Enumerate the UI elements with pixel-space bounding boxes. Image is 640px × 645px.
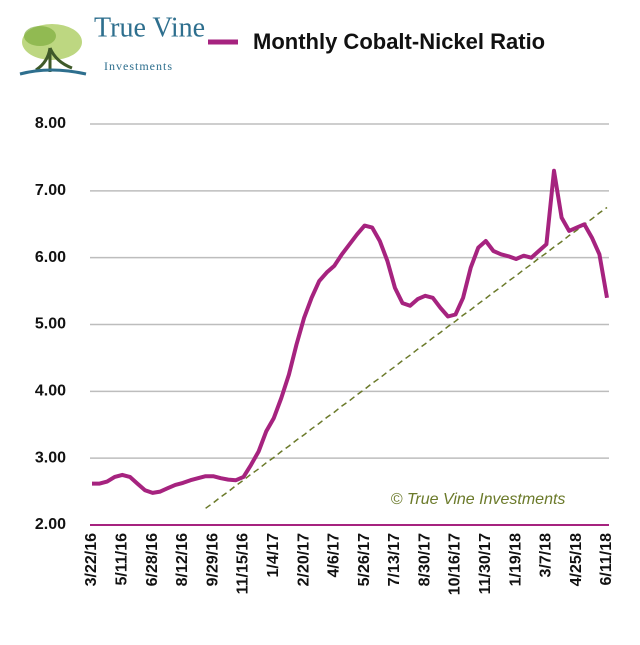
x-tick-label: 4/6/17 (326, 533, 343, 578)
y-tick-label: 2.00 (35, 516, 66, 533)
x-tick-label: 6/28/16 (144, 533, 161, 586)
x-tick-label: 3/22/16 (83, 533, 100, 586)
annotation: © True Vine Investments (391, 491, 566, 508)
trend-line (205, 206, 608, 509)
y-tick-label: 6.00 (35, 249, 66, 266)
x-tick-label: 2/20/17 (295, 533, 312, 586)
x-tick-label: 1/4/17 (265, 533, 282, 578)
legend: Monthly Cobalt-Nickel Ratio (208, 29, 545, 54)
y-tick-label: 4.00 (35, 383, 66, 400)
logo-name: True Vine (94, 12, 205, 43)
x-tick-label: 6/11/18 (598, 533, 615, 586)
y-tick-label: 7.00 (35, 182, 66, 199)
x-tick-label: 5/11/16 (114, 533, 131, 586)
x-tick-label: 4/25/18 (568, 533, 585, 586)
x-tick-label: 9/29/16 (204, 533, 221, 586)
x-tick-label: 7/13/17 (386, 533, 403, 586)
y-tick-label: 8.00 (35, 115, 66, 132)
legend-label: Monthly Cobalt-Nickel Ratio (253, 29, 545, 54)
logo-tree-canopy (24, 26, 56, 46)
x-tick-label: 11/30/17 (477, 533, 494, 595)
y-tick-label: 5.00 (35, 316, 66, 333)
x-tick-label: 8/12/16 (174, 533, 191, 586)
logo-tagline: Investments (104, 59, 173, 73)
x-tick-label: 1/19/18 (507, 533, 524, 586)
y-tick-label: 3.00 (35, 449, 66, 466)
x-tick-label: 10/16/17 (447, 533, 464, 595)
logo-water (19, 68, 87, 76)
logo: True Vine Investments (19, 12, 205, 76)
data-line (92, 168, 609, 495)
x-tick-label: 3/7/18 (538, 533, 555, 578)
logo-tree-trunk (35, 47, 73, 72)
x-tick-label: 8/30/17 (416, 533, 433, 586)
x-tick-label: 11/15/16 (235, 533, 252, 595)
x-tick-label: 5/26/17 (356, 533, 373, 586)
